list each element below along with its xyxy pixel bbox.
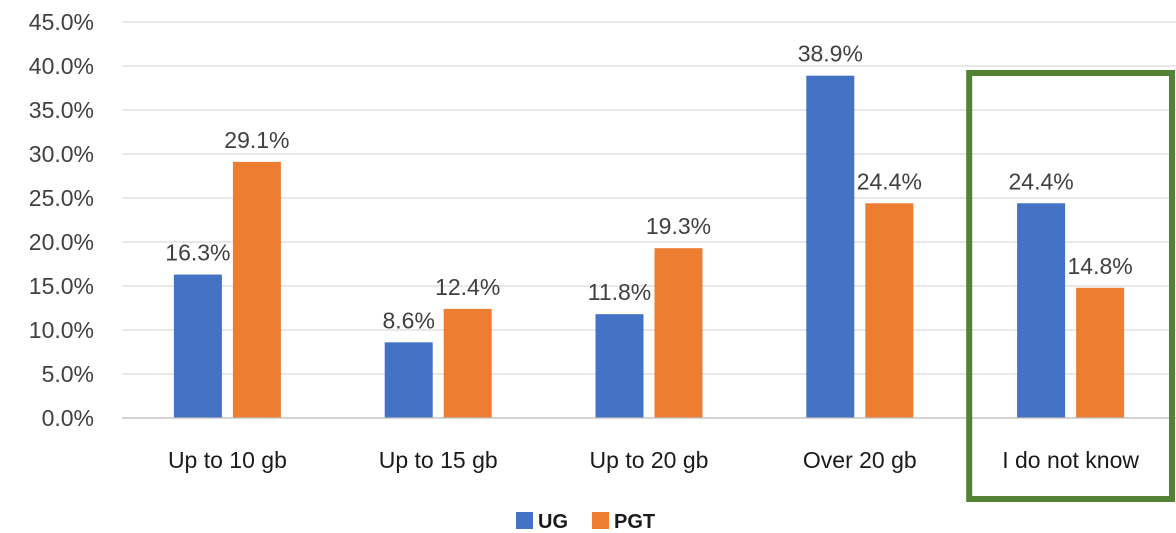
y-axis: 0.0% 5.0% 10.0% 15.0% 20.0% 25.0% 30.0% 35.0% 40… (29, 9, 94, 431)
y-tick-label: 25.0% (29, 185, 94, 211)
legend-label-ug: UG (538, 511, 568, 533)
bar-ug (806, 75, 855, 419)
y-tick-label: 10.0% (29, 317, 94, 343)
y-tick-label: 20.0% (29, 229, 94, 255)
highlight-rect (966, 70, 1176, 502)
data-label: 8.6% (382, 307, 434, 333)
bar-pgt (232, 161, 281, 419)
bar-ug (384, 342, 433, 418)
legend-swatch-ug (516, 512, 533, 529)
legend: UG PGT (516, 511, 655, 533)
data-label: 24.4% (857, 168, 922, 194)
x-tick-label: Up to 15 gb (379, 447, 498, 473)
bar-ug (173, 274, 222, 418)
y-tick-label: 15.0% (29, 273, 94, 299)
data-label: 29.1% (224, 127, 289, 153)
bars (173, 75, 1125, 419)
y-tick-label: 5.0% (42, 361, 94, 387)
legend-swatch-pgt (592, 512, 609, 529)
data-label: 24.4% (1008, 168, 1073, 194)
data-label: 38.9% (798, 41, 863, 67)
data-label: 12.4% (435, 274, 500, 300)
y-tick-label: 30.0% (29, 141, 94, 167)
x-axis: Up to 10 gb Up to 15 gb Up to 20 gb Over 20… (122, 417, 1176, 473)
bar-ug (1017, 203, 1066, 418)
legend-label-pgt: PGT (614, 511, 655, 533)
bar-pgt (865, 203, 914, 418)
bar-pgt (1076, 287, 1125, 418)
x-tick-label: Up to 20 gb (590, 447, 709, 473)
x-tick-label: I do not know (1002, 447, 1139, 473)
gridlines (122, 21, 1176, 419)
x-tick-label: Up to 10 gb (168, 447, 287, 473)
bar-pgt (443, 308, 492, 418)
data-label: 14.8% (1067, 253, 1132, 279)
bar-pgt (654, 248, 703, 418)
y-tick-label: 0.0% (42, 405, 94, 431)
x-tick-label: Over 20 gb (803, 447, 917, 473)
y-tick-label: 35.0% (29, 97, 94, 123)
data-label: 11.8% (588, 279, 652, 305)
bar-ug (595, 314, 644, 418)
data-label: 19.3% (646, 213, 711, 239)
data-labels: 16.3% 29.1% 8.6%12.4% 11.8% 19.3% 38.9% 24.4% 2… (165, 41, 1132, 334)
data-label: 16.3% (165, 240, 230, 266)
highlight-box (966, 70, 1176, 502)
y-tick-label: 45.0% (29, 9, 94, 35)
y-tick-label: 40.0% (29, 53, 94, 79)
